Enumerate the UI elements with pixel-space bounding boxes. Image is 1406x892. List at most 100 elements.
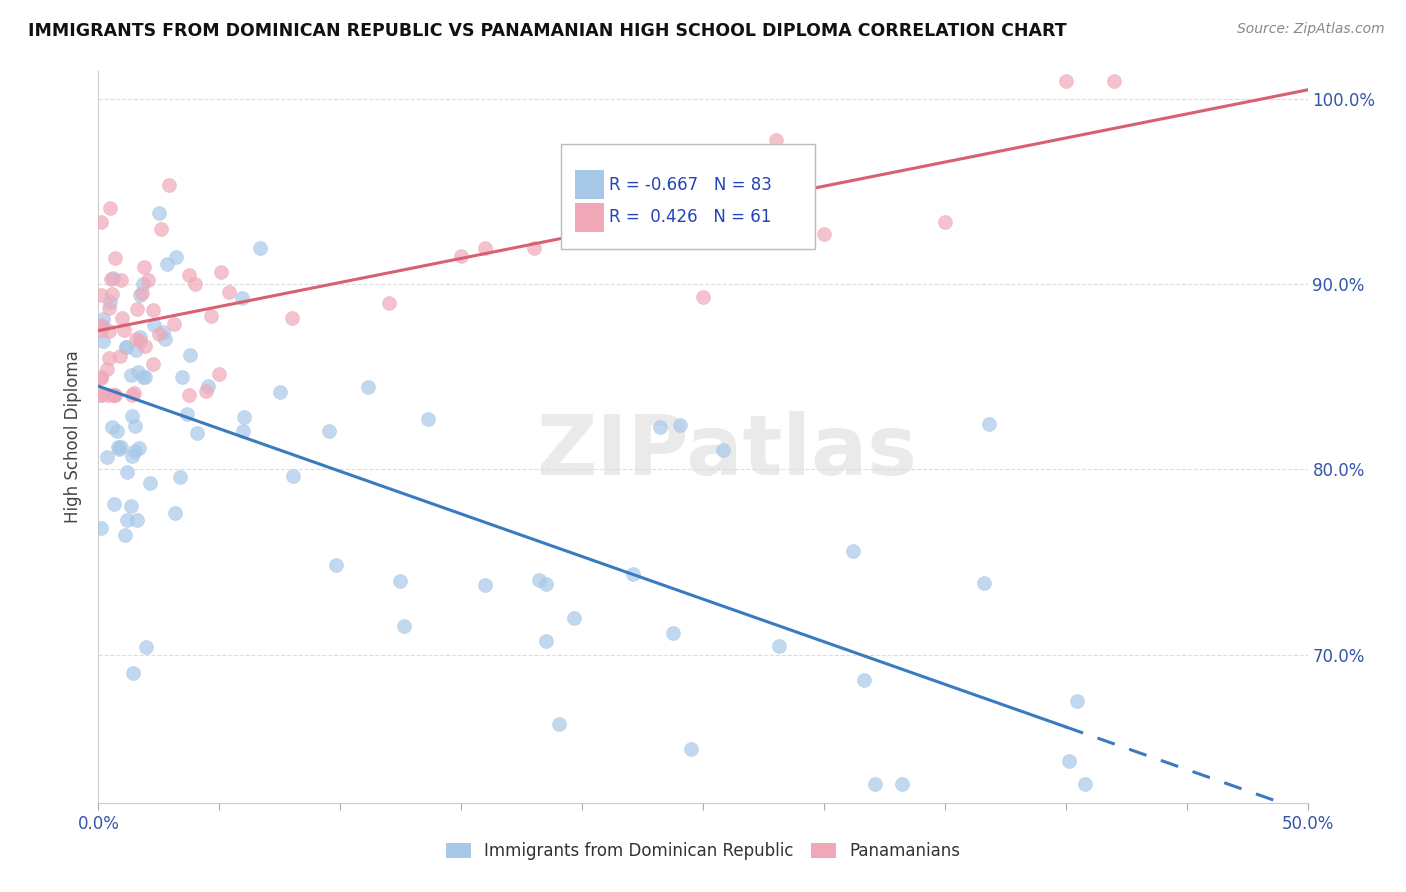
Point [232,409,254,424]
Point [249,241,271,255]
Point [377,295,399,310]
Point [124,385,146,400]
Point [681,742,703,756]
Point [125,513,148,527]
Point [200,310,222,324]
Point [103,388,125,402]
Point [209,265,232,279]
Point [142,303,165,318]
Point [101,388,124,402]
Point [979,417,1001,431]
Point [103,251,125,265]
Point [208,368,231,382]
Point [110,273,132,287]
Point [128,441,150,455]
Text: Source: ZipAtlas.com: Source: ZipAtlas.com [1237,22,1385,37]
Point [619,229,641,244]
Point [101,419,124,434]
Point [661,626,683,640]
Point [1054,73,1077,87]
Point [91,312,114,326]
Point [142,318,165,332]
Point [1057,754,1080,768]
Text: R = -0.667   N = 83: R = -0.667 N = 83 [609,176,772,194]
Point [122,665,145,680]
Point [416,411,439,425]
Point [890,777,912,791]
Point [523,241,546,255]
Point [115,340,138,354]
Point [124,332,146,346]
Y-axis label: High School Diploma: High School Diploma [65,351,83,524]
Point [934,215,956,229]
Point [711,443,734,458]
Point [132,277,155,292]
Point [107,440,129,454]
Point [97,351,120,365]
Point [165,251,187,265]
Point [195,384,218,398]
Point [90,371,112,385]
Point [450,249,472,263]
Point [157,178,180,192]
Point [129,288,152,302]
Point [150,222,173,236]
Point [90,388,112,402]
Point [91,334,114,349]
Text: ZIPatlas: ZIPatlas [537,411,918,492]
Point [394,619,416,633]
Point [114,527,136,541]
Point [172,370,194,384]
Point [110,440,132,454]
Point [101,271,124,285]
Point [232,424,254,438]
Point [186,425,208,440]
Point [134,339,156,353]
Point [176,407,198,421]
Point [527,573,550,587]
Point [90,323,112,337]
Point [135,640,157,654]
Point [474,241,496,255]
Point [269,385,291,400]
Point [112,323,135,337]
Point [124,418,146,433]
Point [863,777,886,791]
Point [105,424,128,438]
Point [357,380,380,394]
Point [281,310,304,325]
Point [127,365,149,379]
Point [564,611,586,625]
Point [131,286,153,301]
Point [165,506,187,520]
Point [120,499,142,513]
Point [973,575,995,590]
Point [115,340,138,354]
Point [120,368,142,383]
Point [156,257,179,271]
Point [90,287,112,301]
Point [534,634,557,648]
Point [281,469,304,483]
Point [115,513,138,527]
Text: R =  0.426   N = 61: R = 0.426 N = 61 [609,209,770,227]
Point [148,206,170,220]
Point [169,470,191,484]
Point [110,349,132,363]
Point [90,388,112,402]
Point [128,334,150,348]
Point [129,329,152,343]
Point [197,379,219,393]
Point [98,201,121,215]
Text: IMMIGRANTS FROM DOMINICAN REPUBLIC VS PANAMANIAN HIGH SCHOOL DIPLOMA CORRELATION: IMMIGRANTS FROM DOMINICAN REPUBLIC VS PA… [28,22,1067,40]
Legend: Immigrants from Dominican Republic, Panamanians: Immigrants from Dominican Republic, Pana… [446,842,960,860]
Point [96,362,118,376]
Point [103,498,125,512]
Point [179,268,201,282]
Point [90,370,112,384]
Point [136,272,159,286]
Point [127,302,149,317]
Point [132,370,155,384]
Point [97,301,120,315]
Point [142,357,165,371]
